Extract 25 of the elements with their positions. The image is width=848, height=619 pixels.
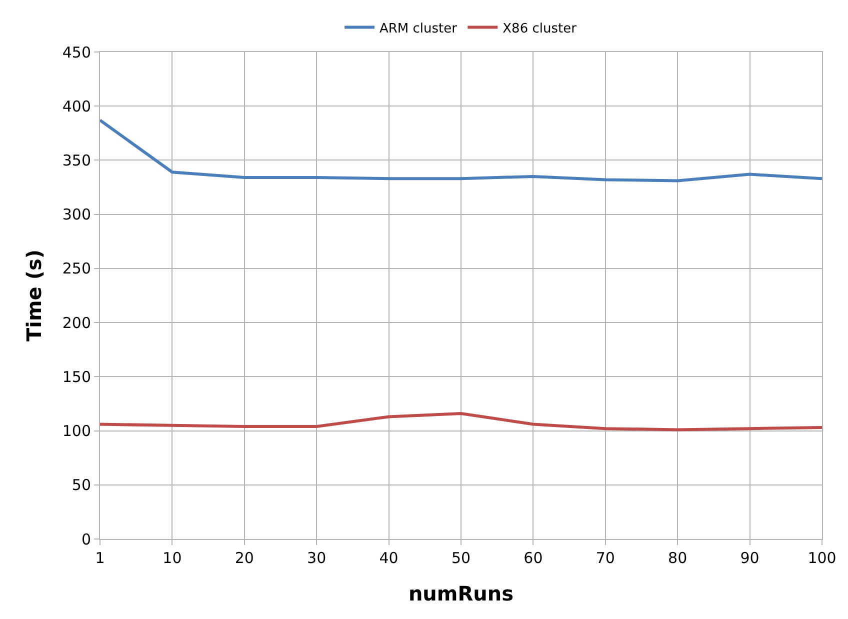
x-tick-label: 50: [451, 549, 471, 567]
legend-label: X86 cluster: [502, 21, 578, 36]
y-tick-label: 300: [62, 206, 91, 224]
x-tick-label: 60: [524, 549, 543, 567]
y-tick-label: 450: [62, 43, 91, 62]
x-tick-label: 1: [95, 549, 105, 567]
y-tick-label: 350: [62, 151, 91, 170]
y-tick-label: 200: [62, 314, 91, 332]
y-tick-label: 0: [81, 530, 91, 548]
x-tick-label: 80: [668, 549, 688, 567]
x-tick-label: 10: [162, 549, 182, 567]
y-tick-label: 150: [62, 368, 91, 386]
x-tick-label: 40: [379, 549, 398, 567]
x-tick-label: 100: [808, 549, 836, 567]
x-tick-label: 30: [307, 549, 326, 567]
y-axis-title: Time (s): [22, 249, 46, 342]
y-tick-label: 250: [62, 260, 91, 278]
y-tick-label: 50: [72, 476, 91, 494]
legend-label: ARM cluster: [380, 21, 458, 36]
x-tick-label: 70: [596, 549, 615, 567]
x-tick-label: 90: [740, 549, 760, 567]
x-axis-title: numRuns: [408, 582, 514, 606]
x-tick-label: 20: [234, 549, 254, 567]
y-tick-label: 100: [62, 422, 91, 440]
y-tick-label: 400: [62, 97, 91, 116]
